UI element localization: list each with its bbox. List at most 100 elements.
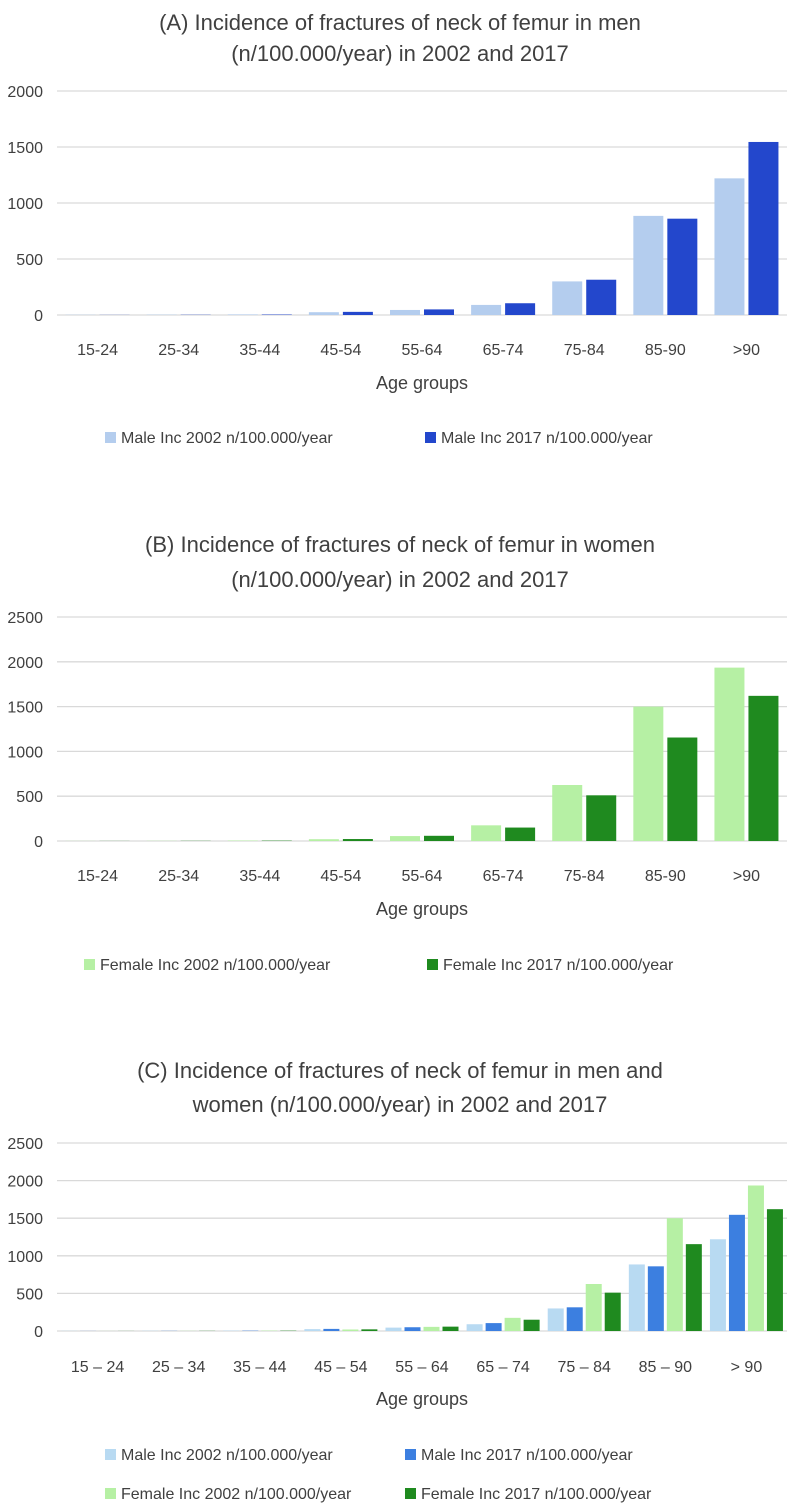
x-tick-label: 15-24 bbox=[77, 342, 118, 359]
bar bbox=[323, 1328, 340, 1331]
x-tick-label: 55-64 bbox=[402, 868, 443, 885]
bar bbox=[585, 1284, 602, 1331]
x-tick-label: > 90 bbox=[731, 1359, 763, 1376]
bar bbox=[505, 303, 536, 315]
bar bbox=[633, 215, 664, 315]
y-tick-label: 1000 bbox=[7, 744, 43, 761]
bar bbox=[442, 1326, 459, 1331]
x-tick-label: 25 – 34 bbox=[152, 1359, 205, 1376]
bar bbox=[667, 737, 698, 841]
bar bbox=[361, 1329, 378, 1331]
bar bbox=[227, 314, 258, 315]
y-tick-label: 2000 bbox=[7, 1174, 43, 1191]
y-tick-label: 500 bbox=[16, 252, 43, 269]
bar bbox=[471, 304, 502, 315]
chart-title-line: (B) Incidence of fractures of neck of fe… bbox=[145, 532, 655, 557]
y-tick-label: 1500 bbox=[7, 700, 43, 717]
y-tick-label: 2000 bbox=[7, 655, 43, 672]
bar bbox=[385, 1327, 402, 1331]
legend-label: Female Inc 2017 n/100.000/year bbox=[443, 957, 674, 974]
x-tick-label: 85 – 90 bbox=[639, 1359, 692, 1376]
chart-panel-0: (A) Incidence of fractures of neck of fe… bbox=[7, 10, 787, 447]
x-tick-label: 35-44 bbox=[239, 342, 280, 359]
bar bbox=[390, 836, 420, 841]
bar bbox=[728, 1214, 745, 1331]
y-tick-label: 1500 bbox=[7, 140, 43, 157]
bar bbox=[504, 1317, 521, 1331]
legend-label: Female Inc 2002 n/100.000/year bbox=[100, 957, 331, 974]
bar bbox=[342, 311, 373, 315]
y-tick-label: 2500 bbox=[7, 1136, 43, 1153]
y-tick-label: 0 bbox=[34, 834, 43, 851]
legend-swatch bbox=[405, 1488, 416, 1499]
x-tick-label: 55-64 bbox=[402, 342, 443, 359]
chart-panel-1: (B) Incidence of fractures of neck of fe… bbox=[7, 532, 787, 974]
x-tick-label: 25-34 bbox=[158, 868, 199, 885]
chart-title-line: (C) Incidence of fractures of neck of fe… bbox=[137, 1058, 663, 1083]
bar bbox=[666, 1218, 683, 1331]
bar bbox=[505, 827, 536, 841]
legend-label: Female Inc 2017 n/100.000/year bbox=[421, 1486, 652, 1503]
chart-title-line: women (n/100.000/year) in 2002 and 2017 bbox=[192, 1092, 608, 1117]
x-tick-label: 45 – 54 bbox=[314, 1359, 367, 1376]
x-axis-label: Age groups bbox=[376, 899, 468, 919]
x-tick-label: 35-44 bbox=[239, 868, 280, 885]
y-tick-label: 500 bbox=[16, 1286, 43, 1303]
legend-label: Female Inc 2002 n/100.000/year bbox=[121, 1486, 352, 1503]
bar bbox=[308, 839, 339, 841]
bar bbox=[424, 309, 454, 315]
legend-swatch bbox=[405, 1449, 416, 1460]
bar bbox=[766, 1209, 783, 1331]
bar bbox=[304, 1329, 321, 1331]
x-tick-label: 15 – 24 bbox=[71, 1359, 124, 1376]
x-tick-label: 85-90 bbox=[645, 342, 686, 359]
bar bbox=[308, 312, 339, 315]
bar bbox=[747, 1185, 764, 1331]
bar bbox=[485, 1323, 502, 1331]
y-tick-label: 500 bbox=[16, 789, 43, 806]
bar bbox=[628, 1264, 645, 1331]
chart-title-line: (A) Incidence of fractures of neck of fe… bbox=[159, 10, 641, 35]
legend-label: Male Inc 2002 n/100.000/year bbox=[121, 430, 333, 447]
x-tick-label: 65 – 74 bbox=[476, 1359, 529, 1376]
bar bbox=[552, 281, 583, 315]
y-tick-label: 1500 bbox=[7, 1211, 43, 1228]
bar bbox=[709, 1239, 726, 1331]
bar bbox=[342, 839, 373, 841]
x-tick-label: >90 bbox=[733, 868, 760, 885]
chart-title-line: (n/100.000/year) in 2002 and 2017 bbox=[231, 567, 569, 592]
bar bbox=[390, 309, 420, 315]
bar bbox=[647, 1266, 664, 1331]
bar bbox=[471, 825, 502, 841]
x-axis-label: Age groups bbox=[376, 1389, 468, 1409]
bar bbox=[604, 1292, 621, 1331]
bar bbox=[633, 706, 664, 841]
y-tick-label: 2500 bbox=[7, 610, 43, 627]
legend-label: Male Inc 2002 n/100.000/year bbox=[121, 1447, 333, 1464]
y-tick-label: 1000 bbox=[7, 1249, 43, 1266]
legend-swatch bbox=[105, 432, 116, 443]
legend-swatch bbox=[425, 432, 436, 443]
bar bbox=[342, 1329, 359, 1331]
legend-label: Male Inc 2017 n/100.000/year bbox=[441, 430, 653, 447]
x-tick-label: 25-34 bbox=[158, 342, 199, 359]
bar bbox=[424, 835, 454, 841]
x-tick-label: 45-54 bbox=[320, 868, 361, 885]
y-tick-label: 0 bbox=[34, 308, 43, 325]
x-tick-label: 75-84 bbox=[564, 868, 605, 885]
x-tick-label: 55 – 64 bbox=[395, 1359, 448, 1376]
x-tick-label: 35 – 44 bbox=[233, 1359, 286, 1376]
bar bbox=[404, 1327, 421, 1331]
bar bbox=[466, 1324, 483, 1331]
legend-label: Male Inc 2017 n/100.000/year bbox=[421, 1447, 633, 1464]
legend-swatch bbox=[84, 959, 95, 970]
y-tick-label: 0 bbox=[34, 1324, 43, 1341]
chart-panel-2: (C) Incidence of fractures of neck of fe… bbox=[7, 1058, 787, 1503]
bar bbox=[586, 279, 617, 315]
y-tick-label: 2000 bbox=[7, 84, 43, 101]
bar bbox=[748, 695, 779, 841]
bar bbox=[423, 1326, 440, 1331]
bar bbox=[714, 667, 745, 841]
bar bbox=[552, 785, 583, 841]
